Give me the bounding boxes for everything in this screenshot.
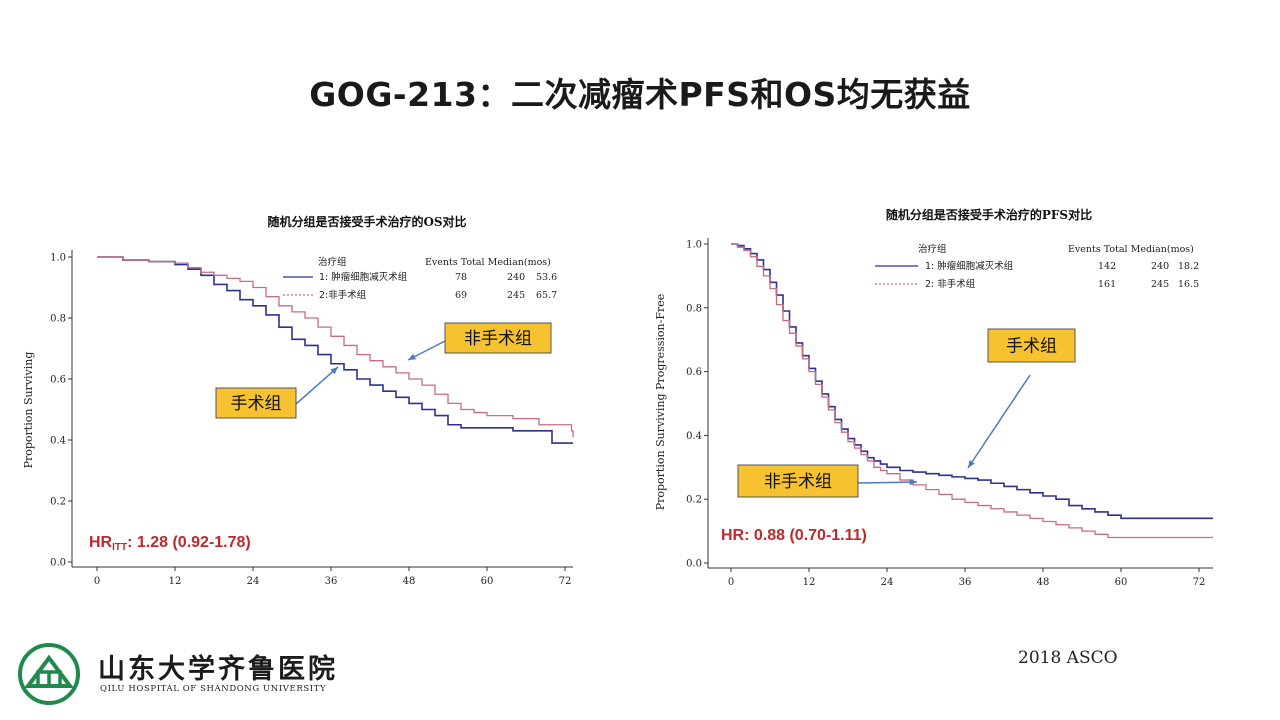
os-series-no_surgery (97, 256, 574, 437)
os-legend-median: 65.7 (536, 290, 557, 301)
os-y-axis-label: Proportion Surviving (22, 352, 35, 469)
pfs-hr-label: HR: 0.88 (0.70-1.11) (721, 527, 867, 544)
pfs-legend-label: 1: 肿瘤细胞减灭术组 (925, 260, 1014, 272)
pfs-legend-label: 2: 非手术组 (925, 278, 976, 290)
os-y-tick-label: 0.4 (50, 436, 66, 447)
pfs-callout-text: 手术组 (1006, 337, 1057, 357)
pfs-legend-events: 161 (1098, 279, 1116, 290)
pfs-legend-total: 240 (1151, 261, 1169, 272)
os-callout-arrowhead (330, 367, 338, 375)
pfs-y-tick-label: 0.0 (686, 559, 702, 570)
pfs-legend-events: 142 (1098, 261, 1116, 272)
pfs-x-tick-label: 36 (959, 577, 972, 588)
pfs-x-tick-label: 12 (803, 577, 816, 588)
os-chart-title: 随机分组是否接受手术治疗的OS对比 (267, 214, 466, 229)
os-x-tick-label: 60 (481, 576, 494, 587)
pfs-callout-text: 非手术组 (764, 472, 832, 492)
os-x-tick-label: 24 (247, 576, 260, 587)
pfs-legend-median: 16.5 (1178, 279, 1199, 290)
pfs-callout-arrow (967, 374, 1031, 469)
os-hr-label: HRITT: 1.28 (0.92-1.78) (89, 534, 251, 553)
os-y-tick-label: 1.0 (50, 253, 66, 264)
hospital-logo-icon (18, 643, 80, 705)
pfs-y-axis-label: Proportion Surviving Progression-Free (654, 294, 667, 511)
os-y-tick-label: 0.0 (50, 558, 66, 569)
pfs-legend-median: 18.2 (1178, 261, 1199, 272)
os-callout-box (444, 322, 552, 354)
pfs-legend-total: 245 (1151, 279, 1169, 290)
pfs-x-tick-label: 48 (1037, 577, 1050, 588)
pfs-chart-title: 随机分组是否接受手术治疗的PFS对比 (886, 207, 1092, 222)
os-legend-total: 240 (507, 272, 525, 283)
os-legend-total: 245 (507, 290, 525, 301)
pfs-y-tick-label: 0.2 (686, 495, 702, 506)
os-callout-box (215, 387, 297, 419)
hospital-name-en: QILU HOSPITAL OF SHANDONG UNIVERSITY (100, 684, 327, 694)
os-legend-label: 1: 肿瘤细胞减灭术组 (319, 271, 408, 283)
pfs-y-tick-label: 0.4 (686, 431, 702, 442)
os-x-tick-label: 36 (325, 576, 338, 587)
pfs-callout-arrowhead (968, 460, 975, 468)
pfs-callout-box (737, 464, 859, 498)
pfs-y-tick-label: 0.8 (686, 303, 702, 314)
os-callout-text: 非手术组 (464, 329, 532, 349)
pfs-legend-header: 治疗组 (918, 243, 947, 255)
source-label: 2018 ASCO (1018, 648, 1118, 668)
os-x-tick-label: 48 (403, 576, 416, 587)
os-callout-arrowhead (408, 353, 416, 360)
slide-title: GOG-213：二次减瘤术PFS和OS均无获益 (309, 75, 971, 114)
pfs-callout-arrow (857, 481, 918, 484)
pfs-x-tick-label: 60 (1115, 577, 1128, 588)
os-callout-text: 手术组 (231, 394, 282, 414)
os-legend-columns: Events Total Median(mos) (425, 257, 551, 268)
os-legend-header: 治疗组 (318, 256, 347, 268)
hospital-name-cn: 山东大学齐鲁医院 (98, 654, 338, 685)
os-legend-events: 69 (455, 290, 467, 301)
os-y-tick-label: 0.6 (50, 375, 66, 386)
os-legend-label: 2:非手术组 (319, 289, 367, 301)
os-y-tick-label: 0.2 (50, 497, 66, 508)
os-x-tick-label: 12 (169, 576, 182, 587)
pfs-x-tick-label: 0 (728, 577, 734, 588)
os-x-tick-label: 0 (94, 576, 100, 587)
pfs-x-tick-label: 24 (881, 577, 894, 588)
os-legend-events: 78 (455, 272, 467, 283)
os-y-tick-label: 0.8 (50, 314, 66, 325)
os-series-surgery (97, 256, 573, 444)
pfs-callout-arrowhead (909, 479, 917, 486)
pfs-legend-columns: Events Total Median(mos) (1068, 244, 1194, 255)
os-callout-arrow (295, 366, 339, 405)
pfs-y-tick-label: 1.0 (686, 240, 702, 251)
pfs-x-tick-label: 72 (1193, 577, 1206, 588)
pfs-callout-box (987, 328, 1076, 363)
pfs-y-tick-label: 0.6 (686, 367, 702, 378)
os-x-tick-label: 72 (559, 576, 572, 587)
pfs-series-no_surgery (731, 243, 1213, 539)
os-legend-median: 53.6 (536, 272, 557, 283)
